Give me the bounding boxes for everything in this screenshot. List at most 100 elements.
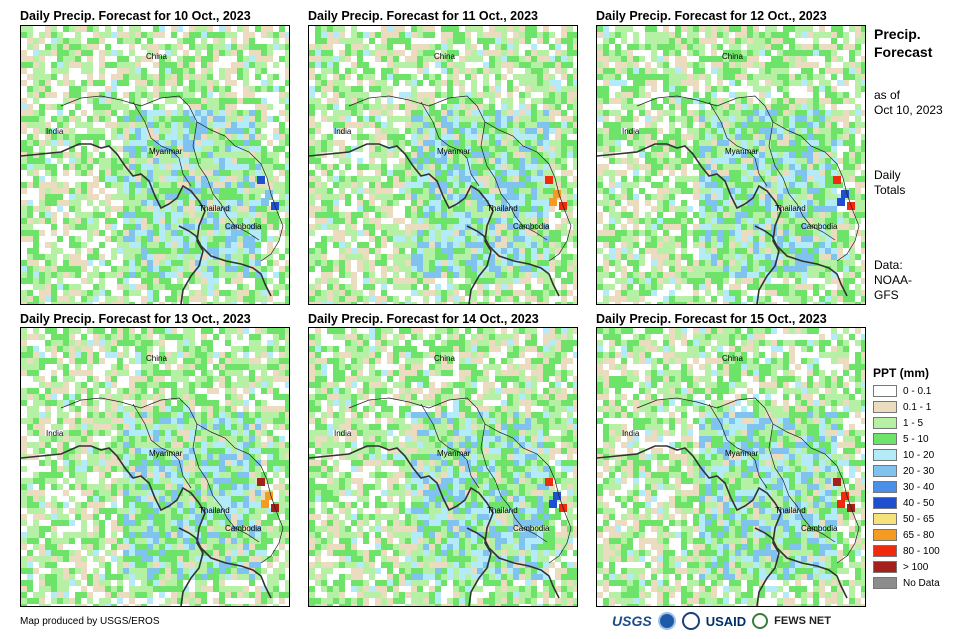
china-label: China [434, 354, 455, 363]
legend-swatch [873, 481, 897, 493]
coastline [466, 225, 560, 297]
country-border [60, 95, 284, 262]
sidebar-title: Precip. Forecast [874, 25, 932, 61]
india-label: India [46, 127, 64, 136]
country-border [60, 397, 284, 564]
data-source-line1: Data: [874, 258, 903, 272]
heavy-rain-cell [265, 190, 273, 198]
legend-swatch [873, 449, 897, 461]
thailand-label: Thailand [199, 506, 230, 515]
heavy-rain-cell [837, 198, 845, 206]
legend-label: 10 - 20 [903, 449, 935, 461]
legend-item: 10 - 20 [873, 447, 940, 463]
legend-label: 80 - 100 [903, 545, 940, 557]
panel-title-5: Daily Precip. Forecast for 14 Oct., 2023 [308, 312, 539, 326]
legend-title: PPT (mm) [873, 366, 930, 380]
legend-item: 80 - 100 [873, 543, 940, 559]
precip-map-svg: China India Myanmar Thailand Cambodia [309, 26, 577, 304]
map-credit: Map produced by USGS/EROS [20, 616, 160, 627]
country-border [708, 101, 768, 187]
heavy-rain-cell [833, 176, 841, 184]
coastline [178, 225, 272, 297]
as-of-value: Oct 10, 2023 [874, 103, 943, 117]
coastline [597, 445, 782, 606]
myanmar-label: Myanmar [437, 147, 471, 156]
data-source: Data: NOAA- GFS [874, 258, 912, 303]
forecast-map-3: China India Myanmar Thailand Cambodia [596, 25, 866, 305]
heavy-rain-cell [553, 190, 561, 198]
legend-label: 20 - 30 [903, 465, 935, 477]
forecast-map-2: China India Myanmar Thailand Cambodia [308, 25, 578, 305]
myanmar-label: Myanmar [149, 449, 183, 458]
panel-title-6: Daily Precip. Forecast for 15 Oct., 2023 [596, 312, 827, 326]
heavy-rain-cell [833, 478, 841, 486]
myanmar-label: Myanmar [149, 147, 183, 156]
legend-swatch [873, 417, 897, 429]
legend-item: 0 - 0.1 [873, 383, 940, 399]
legend-swatch [873, 529, 897, 541]
legend-item: No Data [873, 575, 940, 591]
china-label: China [722, 354, 743, 363]
legend-item: 40 - 50 [873, 495, 940, 511]
totals-line1: Daily [874, 168, 901, 182]
legend-swatch [873, 577, 897, 589]
myanmar-label: Myanmar [725, 147, 759, 156]
country-border [132, 101, 192, 187]
legend-label: 1 - 5 [903, 417, 924, 429]
india-label: India [622, 127, 640, 136]
usaid-seal-icon [681, 612, 700, 630]
country-border [708, 403, 768, 489]
heavy-rain-cell [257, 176, 265, 184]
forecast-map-6: China India Myanmar Thailand Cambodia [596, 327, 866, 607]
usgs-logo: USGS [612, 613, 652, 629]
legend-item: > 100 [873, 559, 940, 575]
thailand-label: Thailand [199, 204, 230, 213]
myanmar-label: Myanmar [437, 449, 471, 458]
india-label: India [334, 429, 352, 438]
legend-item: 20 - 30 [873, 463, 940, 479]
sidebar-title-line1: Precip. [874, 26, 921, 42]
legend-label: 40 - 50 [903, 497, 935, 509]
legend-label: 0.1 - 1 [903, 401, 932, 413]
logo-bar: USGS USAID FEWS NET [612, 608, 831, 634]
cambodia-label: Cambodia [225, 222, 262, 231]
country-border [768, 423, 836, 543]
totals-line2: Totals [874, 183, 906, 197]
china-label: China [722, 52, 743, 61]
heavy-rain-cell [553, 492, 561, 500]
legend-item: 65 - 80 [873, 527, 940, 543]
china-label: China [434, 52, 455, 61]
coastline [309, 143, 494, 304]
legend-swatch [873, 465, 897, 477]
legend-label: No Data [903, 577, 940, 589]
precip-map-svg: China India Myanmar Thailand Cambodia [21, 26, 289, 304]
legend-label: 5 - 10 [903, 433, 929, 445]
totals-note: Daily Totals [874, 168, 905, 198]
country-border [192, 423, 260, 543]
precip-map-svg: China India Myanmar Thailand Cambodia [309, 328, 577, 606]
china-label: China [146, 354, 167, 363]
cambodia-label: Cambodia [801, 524, 838, 533]
precip-map-svg: China India Myanmar Thailand Cambodia [597, 328, 865, 606]
legend-swatch [873, 401, 897, 413]
panel-title-2: Daily Precip. Forecast for 11 Oct., 2023 [308, 9, 538, 23]
heavy-rain-cell [549, 500, 557, 508]
forecast-map-4: China India Myanmar Thailand Cambodia [20, 327, 290, 607]
heavy-rain-cell [261, 500, 269, 508]
heavy-rain-cell [257, 478, 265, 486]
country-border [636, 397, 860, 564]
thailand-label: Thailand [487, 506, 518, 515]
legend-swatch [873, 545, 897, 557]
noaa-logo-icon [657, 612, 676, 630]
cambodia-label: Cambodia [225, 524, 262, 533]
coastline [754, 225, 848, 297]
legend-label: 65 - 80 [903, 529, 935, 541]
country-border [480, 423, 548, 543]
coastline [178, 527, 272, 599]
country-border [636, 95, 860, 262]
country-border [132, 403, 192, 489]
legend-swatch [873, 561, 897, 573]
legend-item: 0.1 - 1 [873, 399, 940, 415]
coastline [466, 527, 560, 599]
coastline [597, 143, 782, 304]
